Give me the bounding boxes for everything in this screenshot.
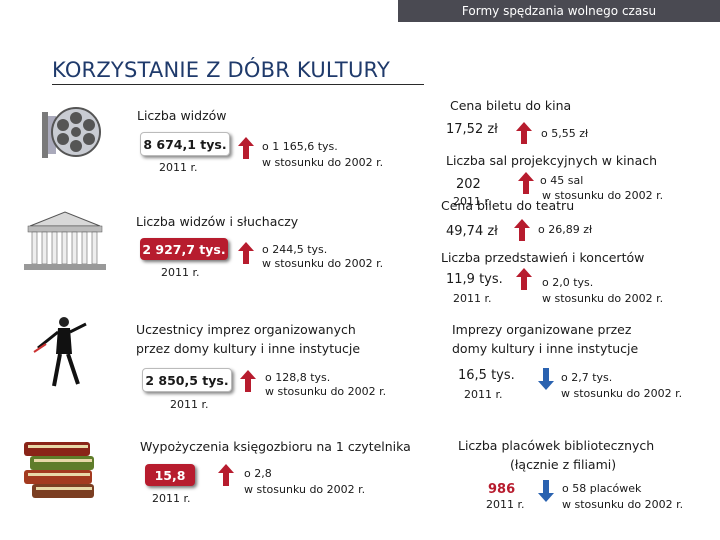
cinema-viewers-change: o 1 165,6 tys.	[262, 140, 338, 153]
library-loans-year: 2011 r.	[152, 492, 191, 505]
arrow-down-icon	[538, 480, 554, 502]
cinema-halls-year: 2011 r.	[453, 195, 492, 208]
libraries-value: 986	[488, 482, 516, 497]
shows-label: Liczba przedstawień i koncertów	[441, 250, 645, 265]
theatre-ticket-price-label: Cena biletu do teatru	[441, 198, 575, 213]
library-loans-value: 15,8	[145, 464, 195, 486]
cinema-halls-change-note: w stosunku do 2002 r.	[542, 189, 664, 202]
events-organized-value: 16,5 tys.	[458, 368, 515, 383]
event-participants-year: 2011 r.	[170, 398, 209, 411]
cinema-ticket-price-change: o 5,55 zł	[541, 127, 589, 140]
theatre-ticket-price-change: o 26,89 zł	[538, 223, 593, 236]
arrow-up-icon	[238, 242, 254, 264]
cinema-viewers-year: 2011 r.	[159, 161, 198, 174]
theatre-viewers-year: 2011 r.	[161, 266, 200, 279]
theatre-viewers-label: Liczba widzów i słuchaczy	[136, 214, 299, 229]
libraries-change: o 58 placówek	[562, 482, 642, 495]
theatre-viewers-change-note: w stosunku do 2002 r.	[262, 257, 384, 270]
page-title: KORZYSTANIE Z DÓBR KULTURY	[52, 58, 390, 82]
section-title: Formy spędzania wolnego czasu	[461, 4, 657, 18]
cinema-viewers-change-note: w stosunku do 2002 r.	[262, 156, 384, 169]
shows-change-note: w stosunku do 2002 r.	[542, 292, 664, 305]
books-icon	[24, 442, 94, 498]
library-loans-change-note: w stosunku do 2002 r.	[244, 483, 366, 496]
theatre-building-icon	[24, 211, 106, 270]
arrow-up-icon	[240, 370, 256, 392]
section-bar: Formy spędzania wolnego czasu	[398, 0, 720, 22]
event-participants-change-note: w stosunku do 2002 r.	[265, 385, 387, 398]
event-participants-label-2: przez domy kultury i inne instytucje	[136, 341, 361, 356]
libraries-label-1: Liczba placówek bibliotecznych	[458, 438, 655, 453]
arrow-up-icon	[238, 137, 254, 159]
events-organized-label-2: domy kultury i inne instytucje	[452, 341, 639, 356]
arrow-down-icon	[538, 368, 554, 390]
events-organized-label-1: Imprezy organizowane przez	[452, 322, 632, 337]
theatre-viewers-value: 2 927,7 tys.	[140, 238, 228, 260]
theatre-viewers-change: o 244,5 tys.	[262, 243, 328, 256]
arrow-up-icon	[218, 464, 234, 486]
film-reel-icon	[42, 107, 101, 158]
event-participants-change: o 128,8 tys.	[265, 371, 331, 384]
shows-value: 11,9 tys.	[446, 272, 503, 287]
library-loans-change: o 2,8	[244, 467, 272, 480]
cinema-halls-change: o 45 sal	[540, 174, 584, 187]
libraries-label-2: (łącznie z filiami)	[510, 457, 617, 472]
event-participants-value: 2 850,5 tys.	[142, 368, 232, 392]
cinema-halls-label: Liczba sal projekcyjnych w kinach	[446, 153, 658, 168]
shows-change: o 2,0 tys.	[542, 276, 594, 289]
cinema-viewers-label: Liczba widzów	[137, 108, 227, 123]
cinema-halls-value: 202	[456, 177, 481, 192]
title-underline	[52, 84, 424, 85]
cinema-ticket-price-label: Cena biletu do kina	[450, 98, 572, 113]
dancer-icon	[33, 317, 87, 387]
shows-year: 2011 r.	[453, 292, 492, 305]
events-organized-change-note: w stosunku do 2002 r.	[561, 387, 683, 400]
cinema-viewers-value: 8 674,1 tys.	[140, 132, 230, 156]
libraries-change-note: w stosunku do 2002 r.	[562, 498, 684, 511]
events-organized-year: 2011 r.	[464, 388, 503, 401]
events-organized-change: o 2,7 tys.	[561, 371, 613, 384]
arrow-up-icon	[516, 268, 532, 290]
arrow-up-icon	[514, 219, 530, 241]
arrow-up-icon	[516, 122, 532, 144]
event-participants-label-1: Uczestnicy imprez organizowanych	[136, 322, 356, 337]
library-loans-label: Wypożyczenia księgozbioru na 1 czytelnik…	[140, 439, 411, 454]
arrow-up-icon	[518, 172, 534, 194]
theatre-ticket-price-value: 49,74 zł	[446, 224, 498, 239]
cinema-ticket-price-value: 17,52 zł	[446, 122, 498, 137]
libraries-year: 2011 r.	[486, 498, 525, 511]
